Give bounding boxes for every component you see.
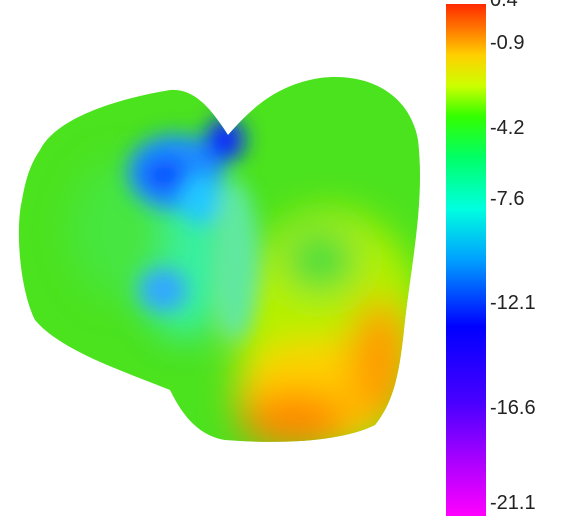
- colorbar-tick-label: -12.1: [490, 292, 536, 314]
- colorbar-gradient: [446, 4, 486, 516]
- colorbar-tick-label: 0.4: [490, 0, 518, 11]
- colorbar-tick-label: -16.6: [490, 397, 536, 419]
- surface-body: [18, 77, 421, 442]
- colorbar-tick-label: -7.6: [490, 188, 525, 210]
- colorbar-tick-label: -21.1: [490, 492, 536, 514]
- colorbar-tick-label: -4.2: [490, 117, 525, 139]
- colorbar-tick-label: -0.9: [490, 32, 525, 54]
